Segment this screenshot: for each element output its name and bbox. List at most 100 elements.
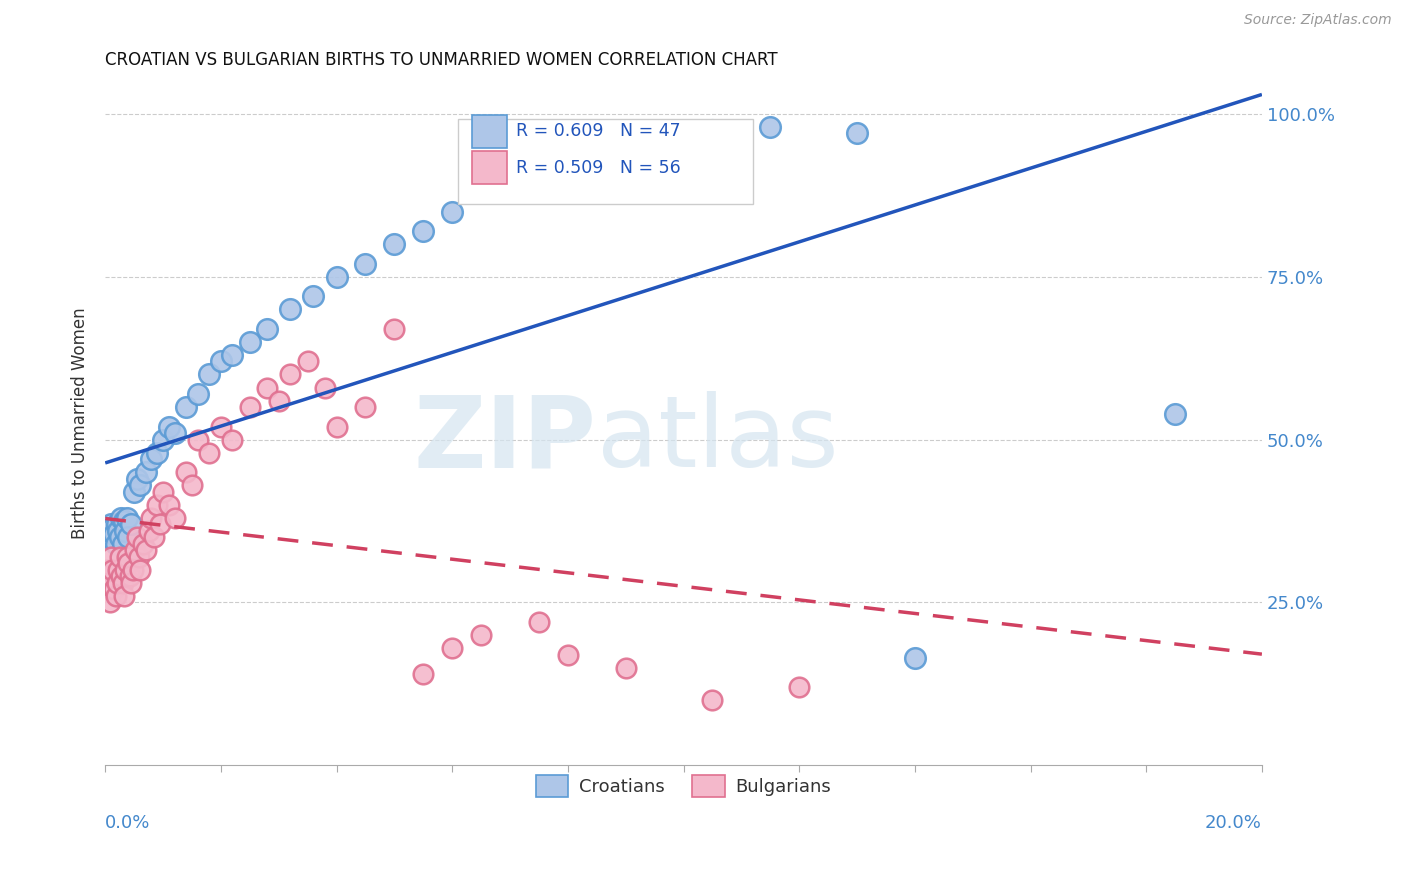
Text: R = 0.509   N = 56: R = 0.509 N = 56	[516, 159, 681, 177]
Text: atlas: atlas	[596, 391, 838, 488]
Point	[702, 693, 724, 707]
Point	[174, 400, 197, 414]
Point	[141, 452, 163, 467]
Point	[132, 537, 155, 551]
Point	[557, 172, 579, 186]
Point	[314, 380, 336, 394]
Point	[110, 510, 132, 524]
Point	[112, 589, 135, 603]
Point	[198, 445, 221, 459]
Point	[702, 123, 724, 137]
Point	[354, 257, 377, 271]
Point	[135, 543, 157, 558]
Point	[98, 524, 121, 538]
Point	[209, 354, 232, 368]
Point	[105, 517, 128, 532]
Point	[120, 576, 142, 591]
Point	[787, 680, 810, 694]
Point	[239, 334, 262, 349]
Text: R = 0.609   N = 47: R = 0.609 N = 47	[516, 122, 681, 140]
Point	[105, 576, 128, 591]
Point	[157, 498, 180, 512]
Point	[97, 530, 120, 544]
Point	[302, 289, 325, 303]
Point	[146, 445, 169, 459]
Point	[384, 322, 406, 336]
Text: CROATIAN VS BULGARIAN BIRTHS TO UNMARRIED WOMEN CORRELATION CHART: CROATIAN VS BULGARIAN BIRTHS TO UNMARRIE…	[105, 51, 778, 69]
Point	[100, 549, 122, 564]
Point	[143, 530, 166, 544]
FancyBboxPatch shape	[458, 119, 754, 204]
Point	[499, 185, 522, 199]
Point	[108, 530, 131, 544]
Bar	[472, 115, 506, 148]
Point	[163, 426, 186, 441]
Point	[117, 557, 139, 571]
Point	[198, 368, 221, 382]
Point	[100, 517, 122, 532]
Point	[149, 517, 172, 532]
Text: Source: ZipAtlas.com: Source: ZipAtlas.com	[1244, 13, 1392, 28]
Point	[174, 465, 197, 479]
Point	[104, 537, 127, 551]
Point	[325, 269, 347, 284]
Point	[110, 569, 132, 583]
Point	[111, 576, 134, 591]
Point	[759, 120, 782, 134]
Point	[114, 563, 136, 577]
Point	[256, 380, 278, 394]
Point	[187, 387, 209, 401]
Text: ZIP: ZIP	[413, 391, 596, 488]
Point	[152, 484, 174, 499]
Point	[141, 510, 163, 524]
Point	[129, 563, 152, 577]
Point	[115, 510, 138, 524]
Point	[412, 224, 434, 238]
Point	[129, 478, 152, 492]
Point	[846, 127, 869, 141]
Point	[107, 524, 129, 538]
Point	[146, 498, 169, 512]
Y-axis label: Births to Unmarried Women: Births to Unmarried Women	[72, 308, 89, 539]
Point	[441, 204, 464, 219]
Point	[96, 563, 118, 577]
Point	[115, 549, 138, 564]
Point	[103, 527, 125, 541]
Point	[221, 433, 243, 447]
Point	[412, 667, 434, 681]
Point	[181, 478, 204, 492]
Point	[122, 563, 145, 577]
Point	[117, 530, 139, 544]
Legend: Croatians, Bulgarians: Croatians, Bulgarians	[529, 768, 838, 805]
Point	[101, 520, 124, 534]
Point	[122, 484, 145, 499]
Point	[97, 576, 120, 591]
Point	[239, 400, 262, 414]
Point	[187, 433, 209, 447]
Point	[1164, 407, 1187, 421]
Point	[441, 641, 464, 656]
Point	[557, 648, 579, 662]
Point	[354, 400, 377, 414]
Point	[120, 517, 142, 532]
Point	[108, 549, 131, 564]
Point	[904, 651, 927, 665]
Point	[125, 530, 148, 544]
Point	[128, 549, 150, 564]
Point	[107, 563, 129, 577]
Point	[470, 628, 492, 642]
Point	[221, 348, 243, 362]
Point	[104, 589, 127, 603]
Point	[124, 543, 146, 558]
Point	[278, 368, 301, 382]
Point	[614, 660, 637, 674]
Point	[114, 524, 136, 538]
Text: 20.0%: 20.0%	[1205, 814, 1263, 832]
Point	[111, 537, 134, 551]
Point	[103, 582, 125, 597]
Point	[209, 419, 232, 434]
Point	[384, 237, 406, 252]
Point	[527, 615, 550, 629]
Point	[614, 159, 637, 173]
Point	[112, 514, 135, 528]
